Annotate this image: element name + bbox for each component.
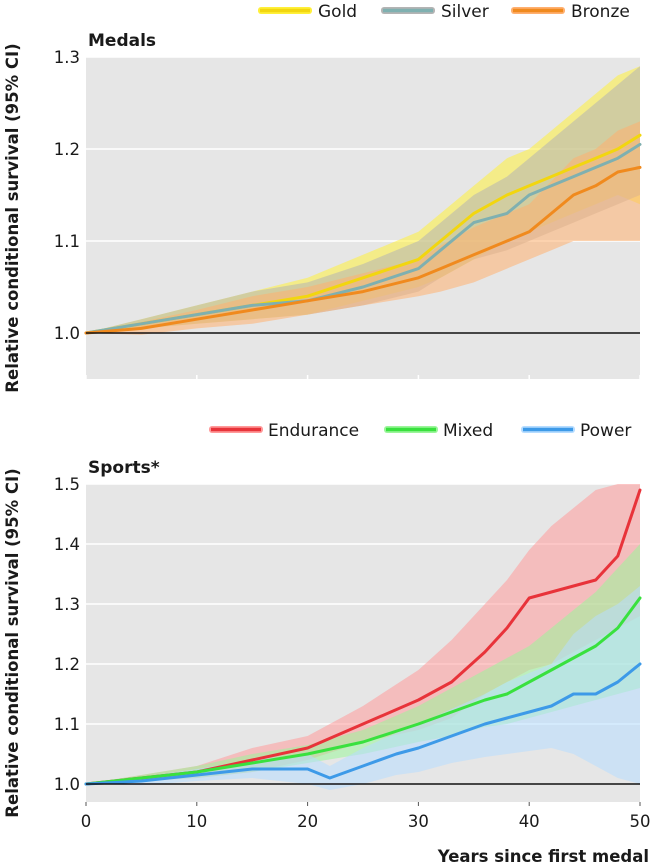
sports-y-tick-label: 1.3 xyxy=(54,595,80,614)
sports-x-axis-label: Years since first medal xyxy=(437,847,649,866)
sports-x-tick-labels: 0 10 20 30 40 50 xyxy=(81,802,650,831)
sports-x-tick-label: 10 xyxy=(186,812,207,831)
mixed-series-line xyxy=(84,596,642,786)
sports-x-tick-label: 40 xyxy=(519,812,540,831)
legend-label-gold: Gold xyxy=(318,2,357,22)
sports-y-tick-label: 1.2 xyxy=(54,655,80,674)
medals-y-axis-label: Relative conditional survival (95% CI) xyxy=(3,43,22,392)
medals-x-tick-marks xyxy=(85,375,641,379)
legend-label-power: Power xyxy=(580,421,631,441)
power-ci-band xyxy=(86,586,640,790)
medals-y-tick-label: 1.2 xyxy=(54,140,80,159)
medals-y-tick-labels: 1.0 1.1 1.2 1.3 xyxy=(54,48,80,343)
medals-legend: Gold Silver Bronze xyxy=(258,2,630,22)
legend-label-silver: Silver xyxy=(441,2,489,22)
sports-x-tick-label: 30 xyxy=(408,812,429,831)
medals-y-tick-label: 1.0 xyxy=(54,324,80,343)
power-series-line xyxy=(84,662,642,786)
sports-y-axis-label: Relative conditional survival (95% CI) xyxy=(3,468,22,817)
sports-y-tick-label: 1.1 xyxy=(54,715,80,734)
sports-y-tick-label: 1.4 xyxy=(54,535,80,554)
legend-label-endurance: Endurance xyxy=(268,421,359,441)
legend-label-bronze: Bronze xyxy=(571,2,630,22)
silver-series-line xyxy=(84,142,642,335)
bronze-series-line xyxy=(84,165,642,335)
sports-series-lines xyxy=(84,488,642,786)
sports-x-tick-label: 0 xyxy=(81,812,92,831)
medals-panel-title: Medals xyxy=(88,31,156,51)
medals-series-lines xyxy=(84,133,642,335)
sports-x-tick-label: 50 xyxy=(630,812,650,831)
sports-x-tick-label: 20 xyxy=(297,812,318,831)
legend-label-mixed: Mixed xyxy=(443,421,493,441)
sports-panel-title: Sports* xyxy=(88,458,160,478)
medals-y-tick-label: 1.3 xyxy=(54,48,80,67)
sports-legend: Endurance Mixed Power xyxy=(209,421,631,441)
medals-y-tick-label: 1.1 xyxy=(54,232,80,251)
sports-y-tick-labels: 1.0 1.1 1.2 1.3 1.4 1.5 xyxy=(54,475,80,794)
sports-panel: 1.0 1.1 1.2 1.3 1.4 1.5 0 10 20 30 40 50 Sports* R… xyxy=(3,421,650,866)
sports-y-tick-label: 1.5 xyxy=(54,475,80,494)
sports-y-tick-label: 1.0 xyxy=(54,775,80,794)
medals-panel: 1.0 1.1 1.2 1.3 Medals Relative conditional… xyxy=(3,2,642,393)
